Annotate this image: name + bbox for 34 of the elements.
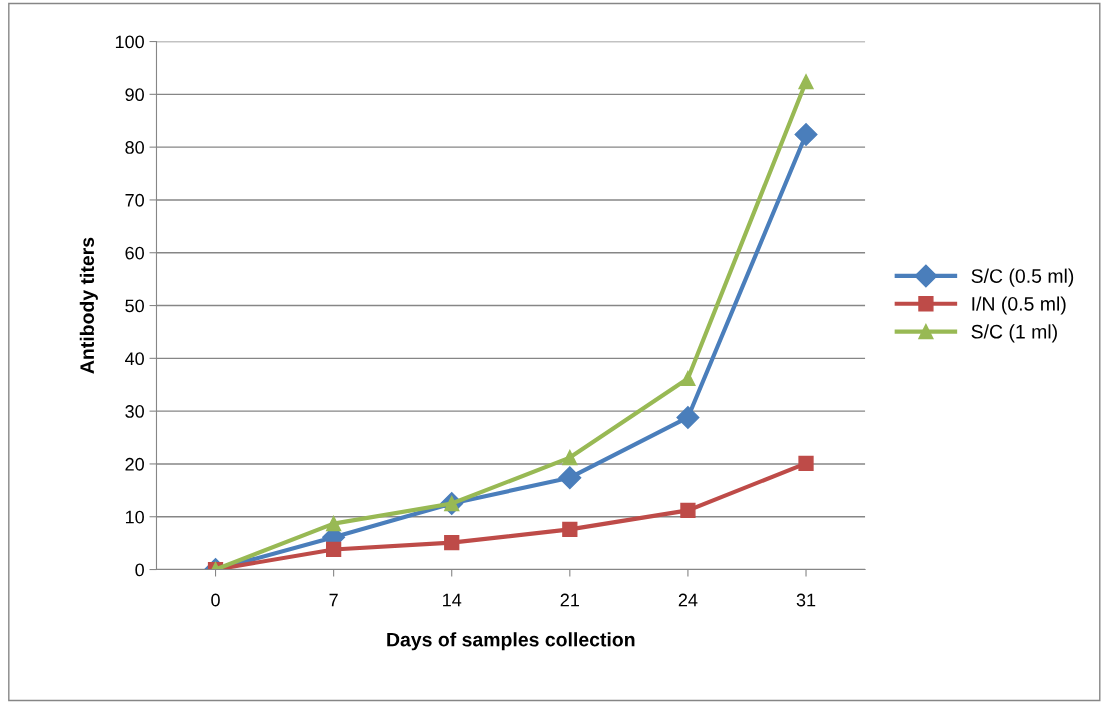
legend-label: S/C (0.5 ml) xyxy=(971,268,1074,287)
x-axis-title: Days of samples collection xyxy=(387,632,635,651)
x-tick-label: 21 xyxy=(560,593,579,607)
x-tick-label: 24 xyxy=(678,593,698,607)
point xyxy=(798,455,814,472)
point xyxy=(562,521,578,538)
point xyxy=(680,370,696,387)
y-tick-label: 80 xyxy=(125,141,144,154)
y-tick-label: 90 xyxy=(125,88,144,102)
x-tick-label: 0 xyxy=(211,593,220,607)
y-tick-label: 10 xyxy=(125,510,144,524)
y-tick-label: 40 xyxy=(125,352,144,366)
point xyxy=(794,122,818,146)
y-tick-label: 0 xyxy=(135,563,144,577)
point xyxy=(680,502,696,519)
legend-label: S/C (1 ml) xyxy=(971,324,1057,343)
x-tick-label: 31 xyxy=(796,593,816,607)
point xyxy=(558,466,582,490)
point xyxy=(798,74,814,90)
point xyxy=(325,541,342,558)
point xyxy=(325,515,342,532)
y-tick-label: 50 xyxy=(125,299,144,313)
x-tick-label: 14 xyxy=(443,593,462,607)
point xyxy=(562,449,578,466)
y-tick-label: 30 xyxy=(125,405,144,418)
point xyxy=(676,405,700,429)
x-tick-label: 7 xyxy=(329,593,338,607)
legend-label: I/N (0.5 ml) xyxy=(972,296,1066,315)
y-axis-title: Antibody titers xyxy=(79,237,98,374)
y-tick-label: 60 xyxy=(125,246,144,260)
y-tick-label: 70 xyxy=(125,193,144,207)
y-tick-label: 100 xyxy=(115,35,144,49)
point xyxy=(444,534,460,551)
y-tick-label: 20 xyxy=(125,457,144,471)
